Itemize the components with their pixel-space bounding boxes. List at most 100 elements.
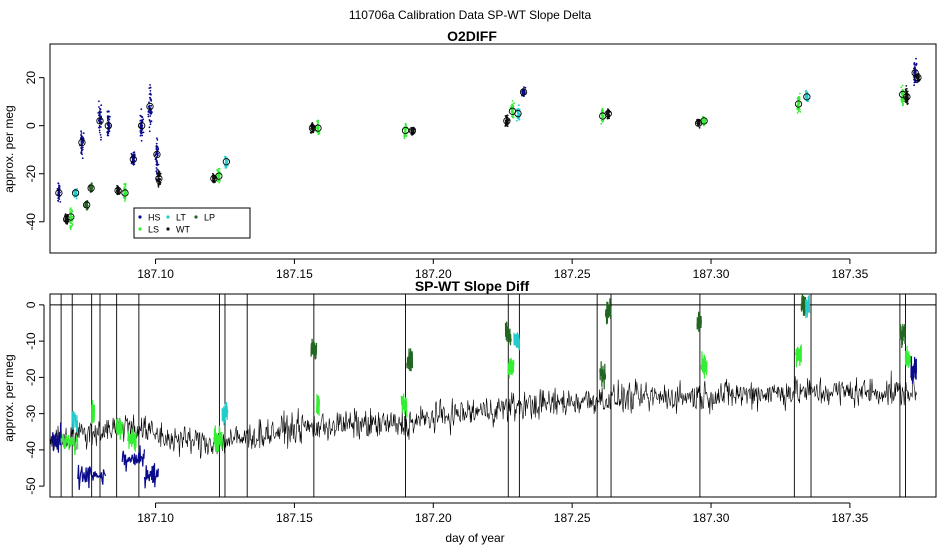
o2diff-point: [505, 124, 508, 126]
o2diff-point: [147, 113, 150, 116]
calibration-segment-lt: [513, 332, 520, 351]
o2diff-point: [116, 190, 118, 193]
o2diff-point: [149, 90, 152, 92]
o2diff-point: [150, 104, 153, 107]
o2diff-point: [403, 137, 406, 140]
o2diff-mean-marker: [114, 186, 122, 195]
o2diff-point: [607, 113, 610, 116]
o2diff-point: [80, 132, 83, 134]
o2diff-point: [523, 93, 526, 95]
o2diff-mean-marker: [87, 184, 95, 192]
o2diff-point: [411, 131, 414, 134]
bottom-y-tick-label: -40: [24, 441, 38, 459]
o2diff-point: [86, 205, 89, 207]
legend-marker-wt: [166, 227, 170, 231]
o2diff-point: [317, 127, 320, 130]
o2diff-point: [123, 187, 126, 189]
o2diff-mean-marker: [401, 126, 410, 135]
o2diff-point: [139, 134, 142, 137]
o2diff-point: [226, 161, 228, 164]
legend-marker-lp: [194, 215, 198, 219]
o2diff-point: [523, 91, 526, 94]
o2diff-mean-marker: [803, 93, 811, 101]
o2diff-mean-marker: [146, 102, 154, 111]
o2diff-point: [131, 156, 134, 159]
o2diff-point: [98, 112, 101, 114]
o2diff-mean-marker: [514, 110, 522, 118]
o2diff-point: [70, 209, 73, 212]
calibration-segment-lp: [800, 294, 807, 316]
o2diff-point: [149, 121, 152, 123]
o2diff-point: [80, 149, 83, 152]
o2diff-point: [505, 119, 507, 122]
o2diff-point: [524, 86, 527, 89]
o2diff-point: [140, 108, 143, 111]
o2diff-point: [100, 138, 102, 141]
o2diff-point: [158, 172, 160, 174]
o2diff-point: [805, 91, 808, 94]
o2diff-point: [155, 151, 158, 154]
o2diff-point: [139, 114, 142, 117]
o2diff-point: [149, 123, 152, 126]
o2diff-point: [140, 123, 143, 126]
o2diff-point: [916, 81, 918, 84]
o2diff-point: [504, 115, 507, 117]
o2diff-point: [917, 78, 919, 80]
o2diff-mean-marker: [314, 124, 322, 132]
calibration-segment-ls: [904, 345, 912, 368]
o2diff-point: [411, 129, 414, 132]
o2diff-mean-marker: [408, 126, 417, 135]
o2diff-point: [518, 108, 521, 111]
o2diff-point: [123, 197, 126, 200]
o2diff-point: [73, 193, 76, 195]
o2diff-point: [98, 100, 100, 103]
o2diff-point: [156, 153, 159, 156]
o2diff-point: [315, 125, 318, 128]
calibration-segment-hs: [143, 463, 159, 489]
o2diff-point: [147, 111, 150, 113]
o2diff-point: [506, 114, 509, 117]
legend-marker-lt: [166, 215, 170, 219]
o2diff-point: [517, 111, 519, 114]
o2diff-point: [141, 116, 144, 118]
o2diff-point: [140, 139, 143, 142]
o2diff-point: [901, 101, 904, 104]
o2diff-point: [148, 87, 151, 89]
o2diff-point: [904, 100, 907, 103]
o2diff-point: [148, 126, 151, 129]
o2diff-mean-marker: [83, 201, 91, 209]
o2diff-point: [900, 86, 903, 89]
o2diff-point: [142, 118, 145, 121]
top-y-tick-label: 0: [24, 122, 38, 129]
top-y-tick-label: -40: [24, 213, 38, 231]
o2diff-point: [88, 185, 91, 188]
o2diff-point: [157, 163, 160, 166]
o2diff-point: [212, 179, 214, 181]
o2diff-point: [69, 208, 71, 211]
calibration-segment-hs: [77, 464, 107, 490]
o2diff-point: [107, 110, 110, 113]
o2diff-point: [704, 121, 707, 124]
o2diff-point: [81, 137, 84, 139]
calibration-segment-hs: [910, 356, 918, 384]
o2diff-point: [117, 189, 120, 192]
top-x-tick-label: 187.15: [276, 267, 313, 281]
o2diff-point: [913, 62, 916, 65]
o2diff-point: [124, 183, 126, 186]
o2diff-mean-marker: [121, 189, 129, 197]
o2diff-mean-marker: [55, 189, 63, 197]
o2diff-point: [218, 181, 221, 184]
o2diff-point: [600, 119, 603, 122]
o2diff-point: [155, 170, 158, 173]
o2diff-point: [601, 121, 604, 123]
o2diff-point: [74, 191, 77, 194]
o2diff-point: [155, 144, 158, 147]
o2diff-point: [607, 108, 610, 111]
o2diff-point: [913, 84, 915, 87]
bottom-y-tick-label: -10: [24, 332, 38, 350]
o2diff-mean-marker: [215, 172, 223, 180]
o2diff-point: [75, 197, 78, 200]
o2diff-point: [517, 108, 520, 110]
o2diff-mean-marker: [700, 117, 708, 125]
o2diff-point: [512, 116, 514, 119]
